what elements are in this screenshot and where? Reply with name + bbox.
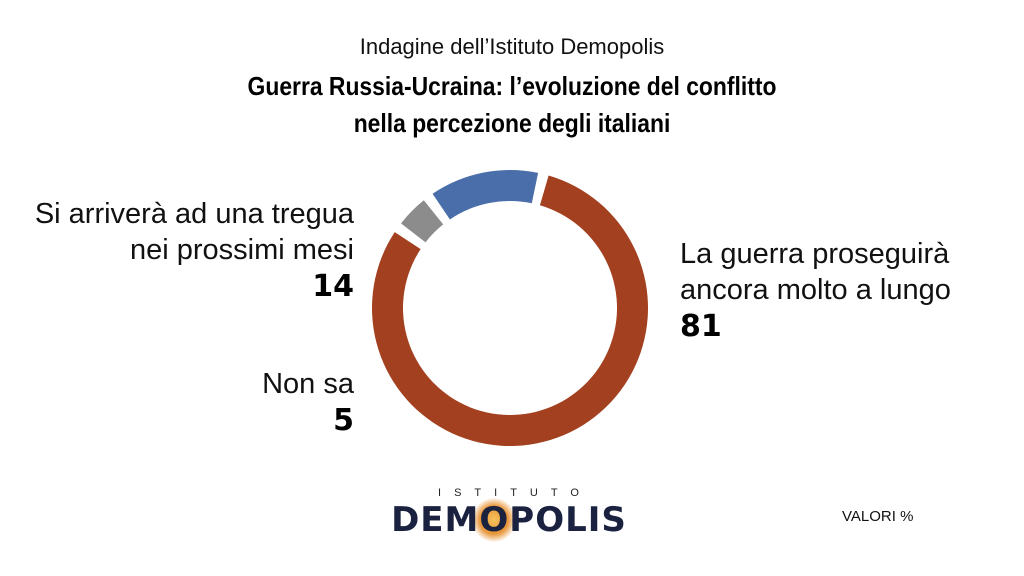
label-tregua-line-2: nei prossimi mesi (130, 234, 354, 266)
slice-nonsa (401, 200, 444, 243)
logo-main-after: POLIS (509, 500, 627, 540)
value-tregua: 14 (312, 269, 354, 304)
chart-title-line-2: nella percezione degli italiani (353, 108, 671, 138)
value-guerra: 81 (680, 309, 722, 344)
logo-sun-o: O (479, 500, 510, 540)
logo-main-text: DEMOPOLIS (378, 500, 640, 540)
label-guerra-line-2: ancora molto a lungo (680, 274, 951, 306)
chart-title-line-1: Guerra Russia-Ucraina: l’evoluzione del … (247, 71, 777, 101)
logo-top-text: ISTITUTO (438, 487, 592, 499)
chart-header: Indagine dell’Istituto Demopolis Guerra … (0, 32, 1024, 142)
value-nonsa: 5 (333, 403, 354, 438)
label-nonsa: Non sa 5 (262, 366, 354, 440)
chart-subtitle: Indagine dell’Istituto Demopolis (359, 34, 665, 59)
chart-title: Guerra Russia-Ucraina: l’evoluzione del … (61, 68, 962, 142)
label-guerra-line-1: La guerra proseguirà (680, 238, 950, 270)
units-note: VALORI % (842, 508, 914, 525)
slice-tregua (432, 170, 539, 220)
label-nonsa-line-1: Non sa (262, 368, 354, 400)
label-tregua-line-1: Si arriverà ad una tregua (34, 198, 354, 230)
donut-chart (372, 170, 648, 446)
label-tregua: Si arriverà ad una tregua nei prossimi m… (35, 196, 354, 306)
logo-main-before: DEM (391, 500, 480, 540)
demopolis-logo: ISTITUTO DEMOPOLIS (378, 486, 640, 540)
label-guerra: La guerra proseguirà ancora molto a lung… (680, 236, 951, 346)
